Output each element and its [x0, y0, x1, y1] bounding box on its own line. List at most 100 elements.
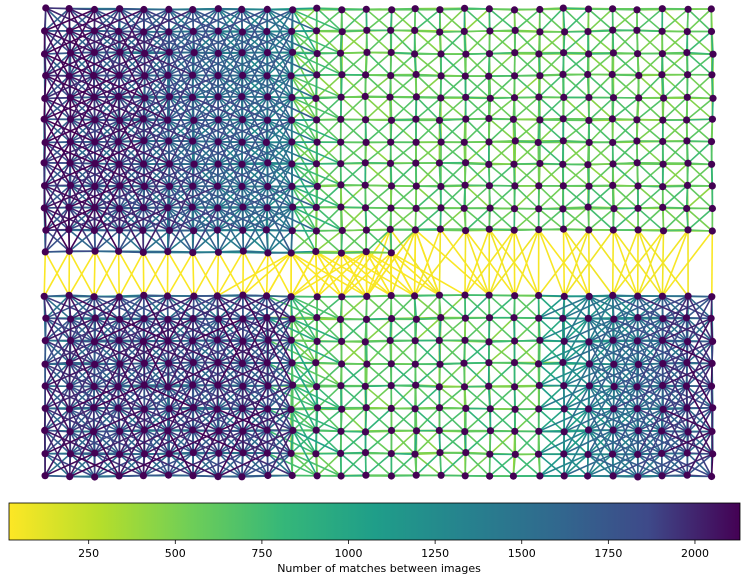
graph-edge	[686, 52, 713, 76]
graph-edge	[416, 96, 441, 99]
graph-edge	[439, 363, 466, 388]
graph-edge	[513, 362, 540, 387]
graph-edge	[538, 96, 564, 120]
graph-edge	[315, 430, 342, 455]
graph-edge	[587, 9, 590, 32]
graph-edge	[611, 74, 615, 98]
graph-edge	[340, 252, 368, 297]
graph-edge	[488, 8, 491, 32]
graph-edge	[637, 229, 664, 297]
graph-edge	[365, 162, 391, 165]
graph-edge	[538, 294, 564, 319]
graph-edge	[216, 250, 244, 297]
graph-edge	[315, 74, 318, 99]
graph-edge	[562, 96, 590, 120]
graph-edge	[686, 51, 714, 55]
graph-edge	[315, 96, 342, 100]
graph-edge	[514, 140, 541, 165]
graph-edge	[290, 340, 293, 363]
graph-edge	[564, 8, 590, 33]
graph-edge	[391, 51, 415, 55]
colorbar-tick-label: 500	[165, 547, 186, 560]
graph-edge	[562, 163, 590, 187]
graph-edge	[390, 162, 417, 187]
graph-edge	[587, 206, 614, 231]
graph-edge	[539, 339, 565, 343]
graph-edge	[686, 30, 713, 54]
graph-edge	[439, 7, 465, 11]
graph-edge	[389, 318, 417, 342]
graph-edge	[315, 362, 342, 387]
graph-edge	[488, 53, 516, 77]
graph-edge	[415, 363, 441, 386]
graph-edge	[465, 75, 490, 98]
colorbar-tick-label: 1500	[508, 547, 536, 560]
graph-edge	[464, 53, 491, 77]
graph-edge	[687, 8, 713, 33]
graph-edge	[316, 141, 342, 165]
graph-edge	[513, 97, 541, 121]
graph-edge	[539, 162, 563, 166]
graph-edge	[364, 52, 368, 75]
graph-edge	[538, 97, 541, 120]
graph-edge	[588, 229, 639, 297]
graph-edge	[266, 362, 317, 388]
graph-edge	[340, 430, 366, 433]
graph-edge	[539, 7, 564, 33]
graph-edge	[686, 9, 689, 32]
graph-edge	[537, 363, 541, 386]
colorbar-tick-label: 1250	[421, 547, 449, 560]
graph-edge	[490, 408, 516, 411]
graph-edge	[438, 229, 442, 296]
graph-edge	[290, 430, 294, 454]
graph-edge	[662, 51, 687, 55]
graph-edges	[43, 7, 714, 478]
graph-edge	[586, 74, 590, 98]
graph-edge	[464, 452, 467, 476]
graph-edge	[513, 316, 539, 319]
graph-edge	[290, 296, 293, 320]
graph-edge	[390, 363, 417, 386]
graph-edge	[464, 294, 490, 319]
graph-edge	[438, 294, 466, 319]
graph-edge	[415, 228, 441, 231]
graph-edge	[216, 252, 220, 296]
graph-edge	[364, 364, 368, 387]
graph-edge	[340, 230, 344, 254]
graph-edge	[464, 230, 490, 296]
graph-edge	[538, 73, 564, 98]
graph-edge	[662, 163, 689, 187]
graph-edge	[513, 317, 541, 341]
graph-edge	[539, 317, 564, 341]
graph-edge	[391, 118, 416, 122]
graph-edge	[612, 207, 639, 231]
graph-edge	[415, 162, 442, 188]
graph-edge	[441, 474, 466, 477]
graph-edge	[463, 207, 490, 230]
graph-edge	[488, 117, 514, 121]
graph-edge	[216, 252, 292, 297]
graph-edge	[512, 96, 540, 120]
graph-edge	[538, 295, 565, 319]
graph-edge	[687, 74, 714, 99]
graph-edge	[389, 228, 441, 296]
graph-edge	[514, 8, 541, 32]
graph-edge	[43, 250, 70, 297]
graph-edge	[487, 386, 492, 409]
graph-edge	[562, 74, 565, 98]
graph-edge	[390, 8, 416, 31]
graph-edge	[464, 54, 467, 77]
graph-edge	[315, 206, 343, 232]
graph-edge	[636, 97, 640, 120]
graph-edge	[364, 119, 367, 143]
graph-edge	[463, 363, 466, 387]
graph-edge	[488, 295, 516, 319]
graph-edge	[463, 386, 491, 410]
graph-edge	[414, 386, 440, 410]
graph-edge	[513, 164, 516, 186]
graph-edge	[488, 385, 516, 410]
graph-edge	[316, 318, 342, 342]
graph-edge	[365, 452, 392, 476]
graph-edge	[538, 430, 565, 433]
graph-edge	[291, 30, 318, 55]
